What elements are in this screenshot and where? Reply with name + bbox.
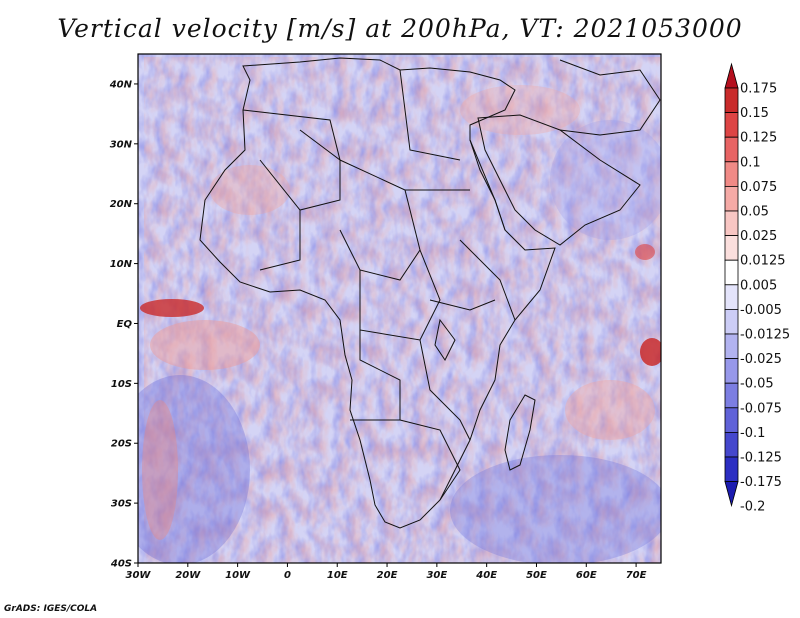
colorbar-level-label: 0.175 — [740, 82, 777, 97]
colorbar-swatch — [724, 407, 739, 433]
colorbar-level-label: -0.025 — [740, 352, 782, 367]
colorbar-swatch — [724, 431, 739, 458]
colorbar-swatch — [724, 210, 739, 237]
colorbar-level-label: 0.15 — [740, 106, 769, 121]
lat-tick-label: 20N — [110, 199, 133, 210]
lon-tick-label: 70E — [626, 570, 647, 581]
chart-title: Vertical velocity [m/s] at 200hPa, VT: 2… — [57, 14, 743, 43]
colorbar-level-label: 0.025 — [740, 229, 777, 244]
colorbar-swatch — [724, 87, 739, 114]
lon-tick-label: 20E — [377, 570, 398, 581]
colorbar-min-arrow — [724, 481, 739, 508]
lat-tick-label: 10S — [111, 379, 132, 390]
lon-tick-label: 30W — [126, 570, 152, 581]
lon-tick-label: 20W — [175, 570, 201, 581]
field-layer — [138, 54, 661, 563]
longitude-axis: 30W 20W 10W 0 10E 20E 30E 40E 50E 60E 70E — [126, 563, 647, 581]
latitude-axis: 40N 30N 20N 10N EQ 10S 20S 30S 40S — [109, 79, 138, 570]
lat-tick-label: 10N — [110, 259, 133, 270]
colorbar-level-label: 0.005 — [740, 278, 777, 293]
colorbar-swatch — [724, 456, 739, 483]
lon-tick-label: 40E — [475, 570, 497, 581]
colorbar-level-label: -0.125 — [740, 451, 782, 466]
colorbar-swatch — [724, 333, 739, 360]
colorbar-swatch — [724, 161, 739, 187]
colorbar-level-label: -0.1 — [740, 426, 765, 441]
lat-tick-label: 40S — [110, 559, 132, 570]
lon-tick-label: 0 — [284, 570, 291, 581]
lat-tick-label: 40N — [109, 79, 133, 90]
lon-tick-label: 60E — [576, 570, 597, 581]
colorbar-swatch — [724, 259, 739, 286]
plot-frame — [137, 53, 662, 564]
colorbar-level-label: 0.125 — [740, 131, 777, 146]
colorbar-level-label: -0.2 — [740, 500, 765, 515]
lon-tick-label: 30E — [426, 570, 447, 581]
lon-tick-label: 50E — [526, 570, 547, 581]
colorbar-level-label: 0.0125 — [740, 254, 786, 269]
colorbar-level-label: -0.175 — [740, 475, 782, 490]
colorbar-swatch — [724, 235, 739, 261]
colorbar-level-label: 0.075 — [740, 180, 777, 195]
colorbar: 0.175 0.15 0.125 0.1 0.075 0.05 0.025 0.0125 0.0… — [724, 62, 790, 515]
colorbar-max-arrow — [724, 62, 739, 89]
colorbar-level-label: -0.0125 — [740, 328, 790, 343]
colorbar-swatch — [724, 284, 739, 310]
colorbar-swatch — [724, 185, 739, 212]
colorbar-swatch — [724, 382, 739, 409]
lon-tick-label: 10W — [225, 570, 251, 581]
colorbar-swatch — [724, 112, 739, 138]
coastline-layer — [199, 57, 661, 529]
lat-tick-label: EQ — [117, 319, 133, 330]
lat-tick-label: 30S — [111, 499, 132, 510]
lat-tick-label: 30N — [110, 139, 133, 150]
credit-label: GrADS: IGES/COLA — [4, 604, 98, 614]
colorbar-swatch — [724, 308, 739, 335]
lon-tick-label: 10E — [327, 570, 348, 581]
colorbar-level-label: 0.05 — [740, 205, 769, 220]
colorbar-swatch — [724, 358, 739, 384]
colorbar-level-label: -0.05 — [740, 377, 774, 392]
colorbar-level-label: -0.075 — [740, 401, 782, 416]
colorbar-swatch — [724, 136, 739, 163]
colorbar-level-label: 0.1 — [740, 155, 761, 170]
lat-tick-label: 20S — [111, 439, 132, 450]
colorbar-level-label: -0.005 — [740, 303, 782, 318]
